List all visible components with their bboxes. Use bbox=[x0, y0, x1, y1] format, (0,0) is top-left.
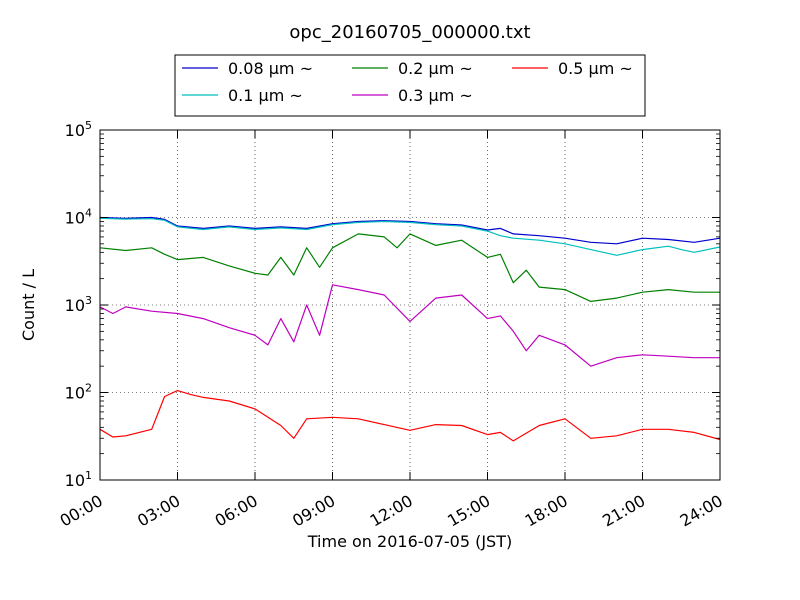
x-axis-label: Time on 2016-07-05 (JST) bbox=[307, 532, 512, 551]
y-tick-label: 101 bbox=[65, 469, 92, 490]
y-axis-label: Count / L bbox=[19, 269, 38, 341]
legend-label: 0.3 μm ~ bbox=[398, 86, 473, 105]
x-tick-label: 06:00 bbox=[212, 491, 261, 531]
y-tick-labels: 101 102 103 104 105 bbox=[65, 119, 92, 490]
chart-title: opc_20160705_000000.txt bbox=[289, 22, 530, 43]
x-tick-label: 21:00 bbox=[599, 491, 648, 531]
grid-lines bbox=[100, 130, 720, 480]
y-tick-label: 104 bbox=[65, 207, 92, 228]
x-tick-label: 18:00 bbox=[522, 491, 571, 531]
x-tick-label: 09:00 bbox=[289, 491, 338, 531]
x-tick-label: 24:00 bbox=[677, 491, 726, 531]
legend-label: 0.08 μm ~ bbox=[228, 59, 313, 78]
legend-label: 0.5 μm ~ bbox=[558, 59, 633, 78]
axis-ticks bbox=[99, 129, 721, 481]
legend: 0.08 μm ~ 0.1 μm ~ 0.2 μm ~ 0.3 μm ~ 0.5 μm … bbox=[174, 54, 646, 117]
x-tick-labels: 00:00 03:00 06:00 09:00 12:00 15:00 18:00 21:00… bbox=[57, 491, 726, 531]
x-tick-label: 12:00 bbox=[367, 491, 416, 531]
y-tick-label: 102 bbox=[65, 382, 92, 403]
series-line-1 bbox=[99, 217, 721, 256]
legend-label: 0.1 μm ~ bbox=[228, 86, 303, 105]
series-line-0 bbox=[99, 216, 721, 245]
y-tick-label: 105 bbox=[65, 119, 92, 140]
x-tick-label: 00:00 bbox=[57, 491, 106, 531]
legend-box bbox=[174, 54, 646, 117]
x-tick-label: 03:00 bbox=[134, 491, 183, 531]
series-line-4 bbox=[99, 390, 721, 442]
series-lines bbox=[99, 216, 721, 442]
series-line-2 bbox=[99, 233, 720, 302]
legend-label: 0.2 μm ~ bbox=[398, 59, 473, 78]
x-tick-label: 15:00 bbox=[444, 491, 493, 531]
series-line-3 bbox=[99, 284, 720, 367]
y-tick-label: 103 bbox=[65, 294, 92, 315]
